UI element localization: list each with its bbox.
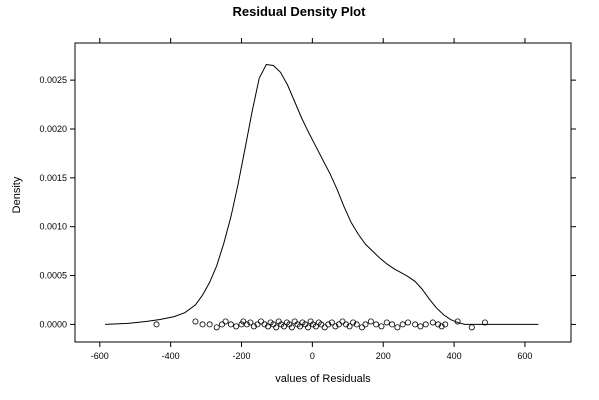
rug-point xyxy=(362,321,369,328)
rug-point xyxy=(399,321,406,328)
rug-point xyxy=(254,321,261,328)
plot-frame xyxy=(74,42,572,343)
x-tick-label: -600 xyxy=(91,351,109,361)
rug-points-layer xyxy=(153,318,488,331)
x-axis: -600 -400 -200 0 200 400 600 xyxy=(91,38,532,361)
rug-point xyxy=(405,319,412,326)
rug-point xyxy=(438,323,445,330)
x-tick-label: 400 xyxy=(447,351,462,361)
rug-point xyxy=(332,323,339,330)
rug-point xyxy=(273,324,280,331)
rug-point xyxy=(199,321,206,328)
chart-title: Residual Density Plot xyxy=(233,4,367,19)
rug-point xyxy=(240,318,247,325)
rug-point xyxy=(305,324,312,331)
rug-point xyxy=(328,319,335,326)
x-tick-label: 200 xyxy=(376,351,391,361)
rug-point xyxy=(435,321,442,328)
y-axis: 0.0000 0.0005 0.0010 0.0015 0.0020 0.0025 xyxy=(39,75,576,329)
rug-point xyxy=(481,319,488,326)
rug-point xyxy=(153,321,160,328)
rug-point xyxy=(243,321,250,328)
x-axis-label: values of Residuals xyxy=(275,373,371,385)
rug-point xyxy=(422,321,429,328)
rug-point xyxy=(442,321,449,328)
rug-point xyxy=(257,318,264,325)
x-tick-label: 600 xyxy=(517,351,532,361)
rug-point xyxy=(343,321,350,328)
rug-point xyxy=(429,319,436,326)
rug-point xyxy=(219,321,226,328)
rug-point xyxy=(412,321,419,328)
x-tick-label: 0 xyxy=(310,351,315,361)
rug-point xyxy=(350,319,357,326)
rug-point xyxy=(325,321,332,328)
rug-point xyxy=(281,323,288,330)
rug-point xyxy=(358,324,365,331)
y-tick-label: 0.0015 xyxy=(39,173,67,183)
y-axis-label: Density xyxy=(11,176,23,213)
y-tick-label: 0.0025 xyxy=(39,75,67,85)
rug-point xyxy=(321,324,328,331)
rug-point xyxy=(213,324,220,331)
rug-point xyxy=(383,319,390,326)
x-tick-label: -200 xyxy=(233,351,251,361)
rug-point xyxy=(206,321,213,328)
y-tick-label: 0.0005 xyxy=(39,271,67,281)
rug-point xyxy=(394,324,401,331)
rug-point xyxy=(417,323,424,330)
rug-point xyxy=(312,323,319,330)
rug-point xyxy=(227,321,234,328)
y-tick-label: 0.0000 xyxy=(39,319,67,329)
rug-point xyxy=(222,318,229,325)
y-tick-label: 0.0010 xyxy=(39,222,67,232)
rug-point xyxy=(261,321,268,328)
rug-point xyxy=(247,319,254,326)
x-tick-label: -400 xyxy=(162,351,180,361)
rug-point xyxy=(192,318,199,325)
rug-point xyxy=(367,318,374,325)
density-curve xyxy=(105,63,539,325)
rug-point xyxy=(250,323,257,330)
rug-point xyxy=(288,324,295,331)
rug-point xyxy=(339,318,346,325)
rug-point xyxy=(389,321,396,328)
rug-point xyxy=(378,323,385,330)
rug-point xyxy=(318,321,325,328)
rug-point xyxy=(373,321,380,328)
rug-point xyxy=(233,323,240,330)
rug-point xyxy=(353,321,360,328)
rug-point xyxy=(346,323,353,330)
rug-point xyxy=(335,321,342,328)
y-tick-label: 0.0020 xyxy=(39,124,67,134)
